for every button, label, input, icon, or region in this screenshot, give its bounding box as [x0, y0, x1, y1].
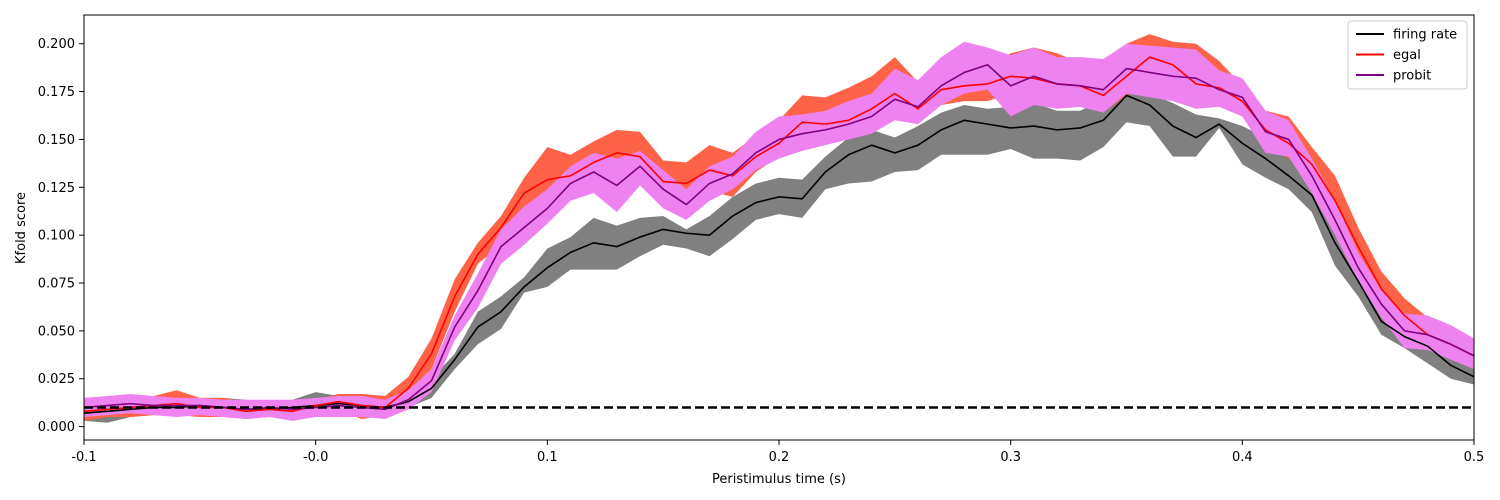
probit-line	[84, 63, 1474, 411]
legend-label-firing-rate: firing rate	[1393, 28, 1457, 43]
legend-box	[1347, 20, 1468, 90]
y-tick-label: 0.025	[38, 372, 75, 387]
y-tick-label: 0.100	[38, 229, 75, 244]
y-axis-label: Kfold score	[14, 192, 29, 264]
y-tick-label: 0.075	[38, 277, 75, 292]
x-axis-label: Peristimulus time (s)	[712, 472, 846, 487]
y-tick-label: 0.150	[38, 133, 75, 148]
x-tick-label: 0.2	[769, 450, 790, 465]
x-tick-label: 0.1	[537, 450, 558, 465]
y-tick-label: 0.050	[38, 324, 75, 339]
y-tick-label: 0.200	[38, 37, 75, 52]
probit-band	[84, 41, 1474, 421]
x-tick-label: 0.5	[1464, 450, 1485, 465]
x-tick-label: -0.0	[303, 450, 328, 465]
legend: firing rate egal probit	[1347, 20, 1468, 90]
confidence-bands	[84, 34, 1474, 423]
y-tick-label: 0.125	[38, 181, 75, 196]
series-lines	[84, 56, 1474, 414]
egal-line	[84, 56, 1474, 413]
y-tick-label: 0.175	[38, 85, 75, 100]
y-tick-label: 0.000	[38, 420, 75, 435]
x-tick-label: -0.1	[71, 450, 96, 465]
legend-label-probit: probit	[1393, 69, 1431, 84]
x-tick-label: 0.4	[1232, 450, 1253, 465]
axes: -0.1 -0.0 0.1 0.2 0.3 0.4 0.5 0.000 0.025 0.050 0.…	[38, 14, 1485, 465]
legend-label-egal: egal	[1393, 48, 1421, 63]
x-tick-label: 0.3	[1000, 450, 1021, 465]
